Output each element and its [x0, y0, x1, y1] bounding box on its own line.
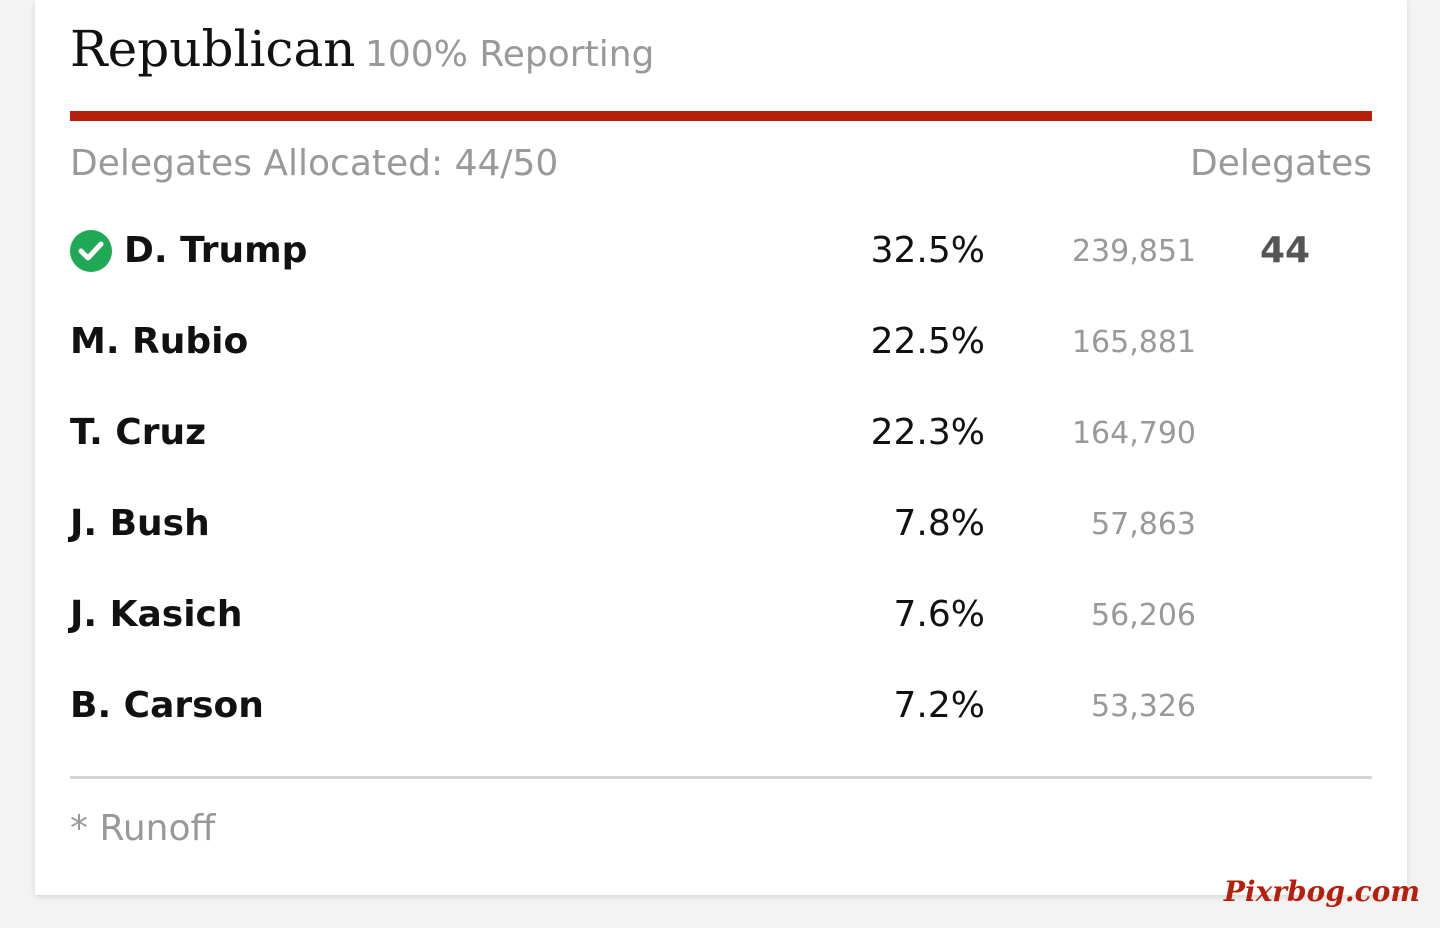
vote-count: 57,863	[1091, 507, 1196, 542]
candidate-name: T. Cruz	[70, 412, 207, 453]
vote-percent: 7.2%	[893, 685, 985, 726]
vote-count: 56,206	[1091, 598, 1196, 633]
footnote: * Runoff	[70, 808, 216, 849]
delegate-count: 44	[1259, 230, 1311, 271]
vote-count: 239,851	[1071, 234, 1196, 269]
results-card: Republican 100% Reporting Delegates Allo…	[35, 0, 1407, 895]
delegates-header: Delegates	[1190, 143, 1372, 184]
watermark: Pixrbog.com	[1223, 875, 1420, 908]
candidate-name: B. Carson	[70, 685, 264, 726]
reporting-status: 100% Reporting	[365, 34, 655, 75]
vote-count: 53,326	[1091, 689, 1196, 724]
candidate-name: J. Bush	[70, 503, 210, 544]
vote-percent: 22.5%	[870, 321, 985, 362]
candidate-name: M. Rubio	[70, 321, 249, 362]
vote-count: 165,881	[1071, 325, 1196, 360]
winner-check	[70, 230, 112, 272]
vote-percent: 7.6%	[893, 594, 985, 635]
header-rule	[70, 111, 1372, 121]
vote-percent: 7.8%	[893, 503, 985, 544]
check-icon	[70, 230, 112, 272]
candidate-name: D. Trump	[124, 230, 308, 271]
vote-percent: 22.3%	[870, 412, 985, 453]
candidate-name: J. Kasich	[70, 594, 243, 635]
divider	[70, 776, 1372, 779]
delegates-allocated: Delegates Allocated: 44/50	[70, 143, 559, 184]
vote-count: 164,790	[1071, 416, 1196, 451]
vote-percent: 32.5%	[870, 230, 985, 271]
party-title: Republican	[70, 20, 356, 78]
